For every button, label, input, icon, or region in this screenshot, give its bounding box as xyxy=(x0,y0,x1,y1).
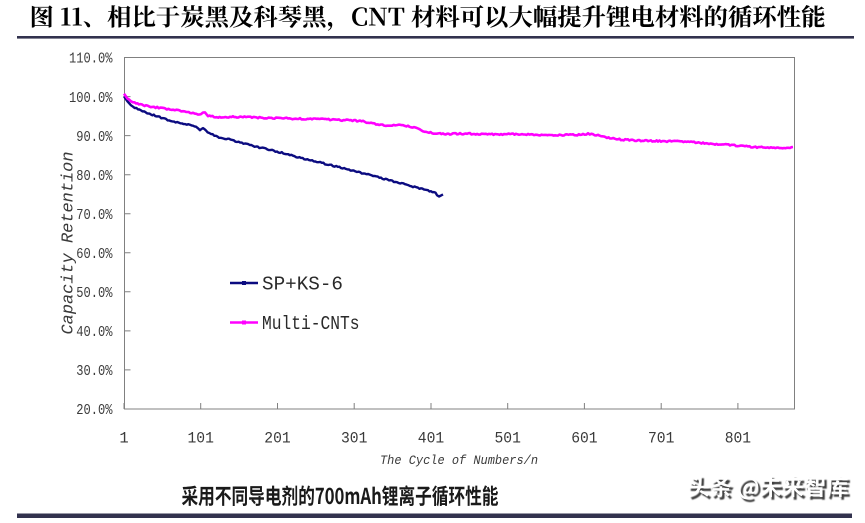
svg-text:80.0%: 80.0% xyxy=(76,168,113,185)
svg-text:201: 201 xyxy=(264,430,290,448)
svg-text:70.0%: 70.0% xyxy=(76,207,113,224)
svg-text:101: 101 xyxy=(188,430,214,448)
svg-text:701: 701 xyxy=(648,430,674,448)
svg-text:Multi-CNTs: Multi-CNTs xyxy=(262,313,360,335)
svg-text:30.0%: 30.0% xyxy=(76,363,113,380)
svg-text:90.0%: 90.0% xyxy=(76,129,113,146)
svg-text:601: 601 xyxy=(571,430,597,448)
svg-text:1: 1 xyxy=(119,430,128,448)
svg-text:20.0%: 20.0% xyxy=(76,402,113,419)
svg-text:The Cycle of Numbers/n: The Cycle of Numbers/n xyxy=(380,454,538,468)
svg-text:501: 501 xyxy=(495,430,521,448)
svg-text:50.0%: 50.0% xyxy=(76,285,113,302)
svg-text:40.0%: 40.0% xyxy=(76,324,113,341)
svg-text:801: 801 xyxy=(725,430,751,448)
svg-text:110.0%: 110.0% xyxy=(69,51,113,68)
svg-text:Capacity Retention: Capacity Retention xyxy=(60,152,79,335)
svg-text:60.0%: 60.0% xyxy=(76,246,113,263)
svg-text:401: 401 xyxy=(418,430,444,448)
svg-text:100.0%: 100.0% xyxy=(69,90,113,107)
svg-text:301: 301 xyxy=(341,430,367,448)
svg-text:SP+KS-6: SP+KS-6 xyxy=(262,274,343,296)
